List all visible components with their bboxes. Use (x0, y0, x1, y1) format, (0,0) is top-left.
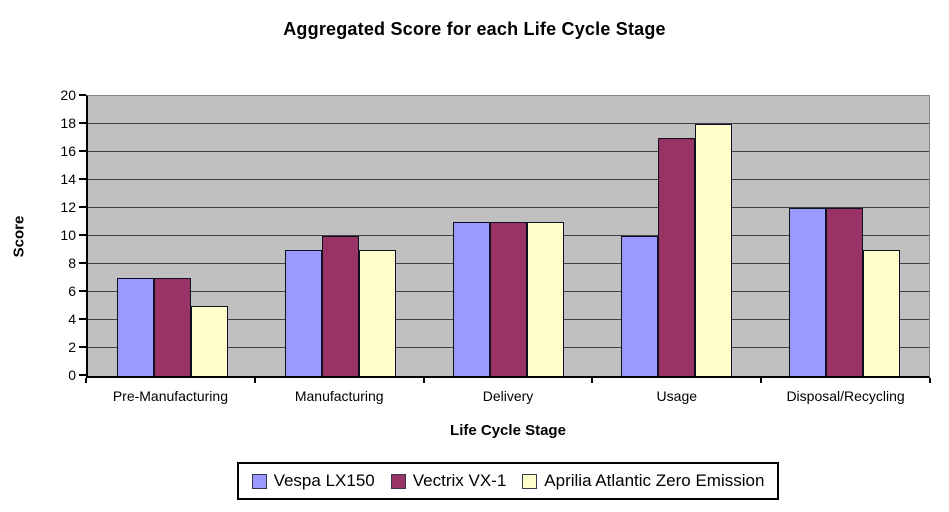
y-tick-mark (79, 290, 86, 292)
legend-item: Aprilia Atlantic Zero Emission (522, 471, 764, 491)
x-category-label: Disposal/Recycling (786, 388, 905, 404)
x-category-label: Delivery (482, 388, 534, 404)
x-tick-mark (591, 378, 594, 383)
legend-item: Vectrix VX-1 (390, 471, 507, 491)
y-tick-mark (79, 318, 86, 320)
legend-swatch-icon (390, 473, 406, 489)
bar-group (761, 96, 929, 376)
chart-title: Aggregated Score for each Life Cycle Sta… (283, 19, 666, 39)
bar-series-2-category-3 (490, 222, 527, 376)
y-tick-label: 16 (60, 143, 76, 159)
y-tick-label: 14 (60, 171, 76, 187)
x-tick-mark (253, 378, 256, 383)
legend-swatch-icon (522, 473, 538, 489)
x-category-label: Pre-Manufacturing (112, 388, 228, 404)
legend-label: Aprilia Atlantic Zero Emission (544, 471, 765, 490)
bar-groups (88, 96, 929, 376)
legend-label: Vectrix VX-1 (412, 471, 507, 490)
bar-series-3-category-2 (358, 250, 396, 376)
x-tick-mark (929, 378, 931, 383)
bar-group (256, 96, 424, 376)
gridline (88, 207, 929, 208)
y-tick-mark (79, 94, 86, 96)
y-tick-label: 18 (60, 115, 76, 131)
bar-series-2-category-1 (153, 278, 191, 376)
y-tick-label: 20 (60, 87, 76, 103)
x-category-label: Usage (656, 388, 698, 404)
bar-group (424, 96, 592, 376)
bar-series-2-category-4 (658, 138, 696, 376)
x-tick-mark (422, 378, 425, 383)
y-tick-label: 10 (60, 227, 76, 243)
bar-series-1-category-4 (621, 236, 659, 376)
bar-group (88, 96, 256, 376)
y-tick-label: 6 (68, 283, 76, 299)
y-tick-mark (79, 178, 86, 180)
legend-row: Vespa LX150 Vectrix VX-1 Aprilia Atlantic … (86, 462, 930, 500)
bar-series-1-category-2 (284, 250, 322, 376)
legend: Vespa LX150 Vectrix VX-1 Aprilia Atlantic … (236, 462, 780, 500)
gridline (88, 151, 929, 152)
y-tick-mark (79, 374, 86, 376)
y-tick-label: 8 (68, 255, 76, 271)
bar-series-3-category-5 (863, 250, 901, 376)
legend-item: Vespa LX150 (251, 471, 375, 491)
y-tick-mark (79, 206, 86, 208)
y-tick-mark (79, 122, 86, 124)
plot-area (86, 95, 930, 378)
bar-series-1-category-5 (789, 208, 827, 376)
bar-group (593, 96, 761, 376)
y-axis-title-text: Score (10, 215, 28, 258)
y-tick-mark (79, 150, 86, 152)
legend-swatch-icon (251, 473, 267, 489)
gridline (88, 179, 929, 180)
y-tick-mark (79, 346, 86, 348)
y-tick-label: 4 (68, 311, 76, 327)
bar-series-1-category-1 (116, 278, 154, 376)
y-tick-label: 0 (68, 367, 76, 383)
bar-series-2-category-5 (826, 208, 864, 376)
bar-series-1-category-3 (453, 222, 490, 376)
bar-series-3-category-4 (695, 124, 733, 376)
y-tick-mark (79, 234, 86, 236)
y-tick-mark (79, 262, 86, 264)
bar-series-3-category-3 (527, 222, 564, 376)
legend-label: Vespa LX150 (273, 471, 375, 490)
x-tick-mark (760, 378, 763, 383)
y-tick-label: 12 (60, 199, 76, 215)
x-category-label: Manufacturing (294, 388, 384, 404)
x-axis-title: Life Cycle Stage (450, 422, 566, 439)
bar-series-3-category-1 (190, 306, 228, 376)
y-tick-label: 2 (68, 339, 76, 355)
y-axis-title: Score (2, 95, 36, 378)
bar-series-2-category-2 (321, 236, 359, 376)
gridline (88, 123, 929, 124)
x-tick-mark (85, 378, 87, 383)
